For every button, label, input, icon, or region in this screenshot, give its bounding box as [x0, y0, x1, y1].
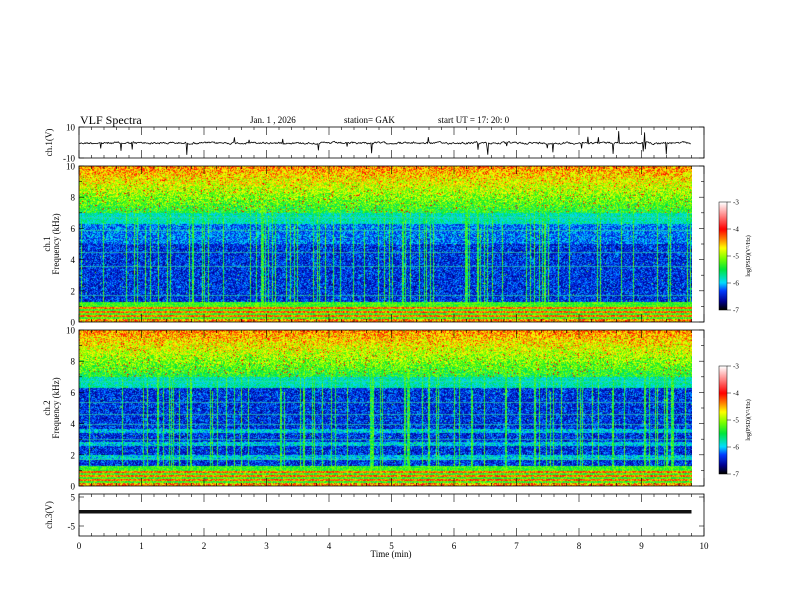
x-tick-label: 10 [700, 541, 710, 551]
y-tick-label: 2 [71, 286, 76, 296]
colorbar-tick-label: -3 [733, 363, 739, 371]
x-tick-label: 7 [514, 541, 519, 551]
y-tick-label: 2 [71, 450, 76, 460]
y-tick-label: 10 [66, 162, 76, 172]
colorbar-tick-label: -7 [733, 471, 739, 479]
y-axis-label: ch.1(V) [44, 129, 54, 157]
x-tick-label: 5 [389, 541, 394, 551]
y-tick-label: -5 [68, 522, 76, 532]
y-axis-label: ch.1 [42, 236, 52, 251]
figure-title: VLF Spectra [80, 113, 142, 127]
x-tick-label: 4 [327, 541, 332, 551]
y-tick-label: 6 [71, 388, 76, 398]
y-tick-label: 6 [71, 224, 76, 234]
colorbar-frame [718, 365, 728, 475]
x-tick-label: 2 [202, 541, 207, 551]
y-tick-label: 10 [66, 326, 76, 336]
y-tick-label: 8 [71, 193, 76, 203]
y-axis-label: ch.2 [42, 400, 52, 415]
ch1-waveform-line [78, 131, 691, 155]
colorbar-tick-label: -6 [733, 280, 739, 288]
station-label: station= GAK [344, 115, 395, 125]
y-tick-label: 5 [71, 493, 76, 503]
colorbar-2-gradient [719, 366, 727, 474]
y-tick-label: 4 [71, 419, 76, 429]
y-axis-label: ch.3(V) [44, 501, 54, 529]
colorbar-frame [718, 201, 728, 311]
colorbar-label: log(PSD)(V²/Hz) [745, 235, 752, 276]
x-tick-label: 0 [77, 541, 82, 551]
colorbar-1-gradient [719, 202, 727, 310]
x-tick-label: 1 [139, 541, 144, 551]
x-tick-label: 9 [639, 541, 644, 551]
x-axis-label: Time (min) [371, 549, 412, 559]
colorbar-label: log(PSD)(V²/Hz) [745, 399, 752, 440]
x-tick-label: 3 [264, 541, 269, 551]
colorbar-tick-label: -6 [733, 444, 739, 452]
panel-frame [78, 329, 705, 487]
ch3-waveform-line [79, 510, 692, 514]
y-tick-label: -10 [63, 154, 75, 164]
x-tick-label: 6 [452, 541, 457, 551]
date-label: Jan. 1 , 2026 [250, 115, 296, 125]
colorbar-tick-label: -4 [733, 390, 739, 398]
start-ut-label: start UT = 17: 20: 0 [438, 115, 510, 125]
colorbar-tick-label: -4 [733, 226, 739, 234]
y-axis-label: Frequency (kHz) [51, 377, 61, 438]
panel-frame [78, 165, 705, 323]
ch1-spectrogram-heatmap [79, 166, 692, 322]
y-tick-label: 0 [71, 482, 76, 492]
y-axis-label: Frequency (kHz) [51, 213, 61, 274]
colorbar-tick-label: -5 [733, 253, 739, 261]
colorbar-tick-label: -3 [733, 199, 739, 207]
ch2-spectrogram-heatmap [79, 330, 692, 486]
y-tick-label: 8 [71, 357, 76, 367]
y-tick-label: 0 [71, 318, 76, 328]
y-tick-label: 4 [71, 255, 76, 265]
colorbar-tick-label: -5 [733, 417, 739, 425]
colorbar-tick-label: -7 [733, 307, 739, 315]
y-tick-label: 10 [66, 123, 76, 133]
x-tick-label: 8 [577, 541, 582, 551]
